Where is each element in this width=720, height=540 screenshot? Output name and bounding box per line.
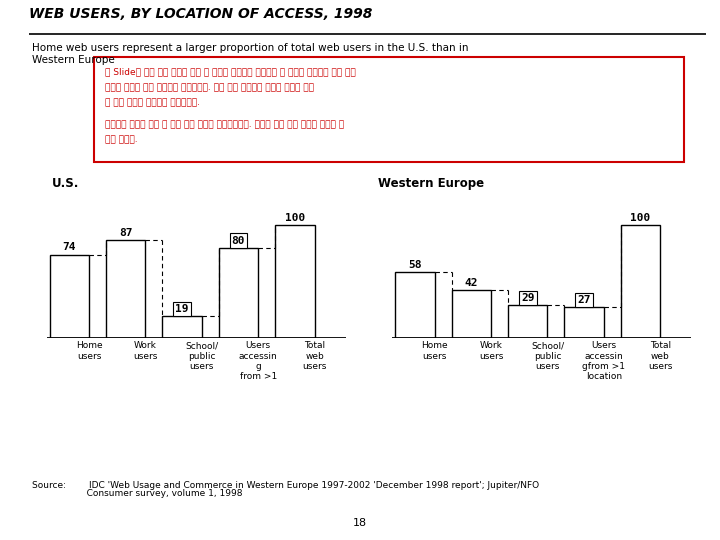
Text: Source:        IDC 'Web Usage and Commerce in Western Europe 1997-2002 'December: Source: IDC 'Web Usage and Commerce in W… [32, 481, 539, 490]
Bar [395, 273, 435, 338]
Bar [275, 225, 315, 338]
Text: 100: 100 [630, 213, 651, 223]
Text: Consumer survey, volume 1, 1998: Consumer survey, volume 1, 1998 [32, 489, 243, 498]
Text: Work
users: Work users [479, 341, 503, 361]
Text: 100: 100 [284, 213, 305, 223]
Bar [451, 291, 491, 338]
Bar [219, 248, 258, 338]
Bar [621, 225, 660, 338]
Text: 87: 87 [119, 228, 132, 238]
Bar [106, 240, 145, 338]
Text: 80: 80 [232, 235, 246, 246]
Text: 이 Slide는 주로 동일 항목의 그릇 간 비중을 포시하고 전체에서 웹 부분을 포시하여 의미 있는: 이 Slide는 주로 동일 항목의 그릇 간 비중을 포시하고 전체에서 웹 … [105, 68, 356, 76]
Bar [508, 305, 547, 338]
Text: Total
web
users: Total web users [648, 341, 672, 371]
Bar [50, 254, 89, 338]
Text: Home
users: Home users [76, 341, 102, 361]
Text: 58: 58 [408, 260, 422, 270]
Text: 아래에는 항목을 적고 바 안에 해당 수치를 기입해줍니다. 그래프 위나 아래 부분에 단위를 포: 아래에는 항목을 적고 바 안에 해당 수치를 기입해줍니다. 그래프 위나 아… [105, 120, 345, 129]
Text: WEB USERS, BY LOCATION OF ACCESS, 1998: WEB USERS, BY LOCATION OF ACCESS, 1998 [29, 7, 372, 21]
Text: Users
accessin
gfrom >1
location: Users accessin gfrom >1 location [582, 341, 625, 381]
Bar [564, 307, 604, 338]
Text: U.S.: U.S. [52, 177, 79, 190]
Text: 27: 27 [577, 295, 591, 305]
Text: 두 개의 독립된 그래프로 포시합니다.: 두 개의 독립된 그래프로 포시합니다. [105, 99, 200, 108]
Text: 시해 줍니다.: 시해 줍니다. [105, 136, 138, 145]
Text: 74: 74 [63, 242, 76, 252]
Text: Total
web
users: Total web users [302, 341, 327, 371]
Text: 나머지 수치를 가장 오른쪽에 포시합니다. 서로 다른 항목이나 그릅간 비교를 위해: 나머지 수치를 가장 오른쪽에 포시합니다. 서로 다른 항목이나 그릅간 비교… [105, 83, 315, 92]
Text: 19: 19 [176, 304, 189, 314]
Text: 42: 42 [464, 278, 478, 288]
Text: Home
users: Home users [421, 341, 448, 361]
Text: 29: 29 [521, 293, 534, 303]
Text: Users
accessin
g
from >1: Users accessin g from >1 [239, 341, 278, 381]
Text: Western Europe: Western Europe [378, 177, 484, 190]
Text: School/
public
users: School/ public users [531, 341, 564, 371]
Bar [163, 316, 202, 338]
Text: Work
users: Work users [133, 341, 158, 361]
Text: 18: 18 [353, 518, 367, 528]
Text: School/
public
users: School/ public users [185, 341, 218, 371]
Text: Home web users represent a larger proportion of total web users in the U.S. than: Home web users represent a larger propor… [32, 43, 469, 65]
